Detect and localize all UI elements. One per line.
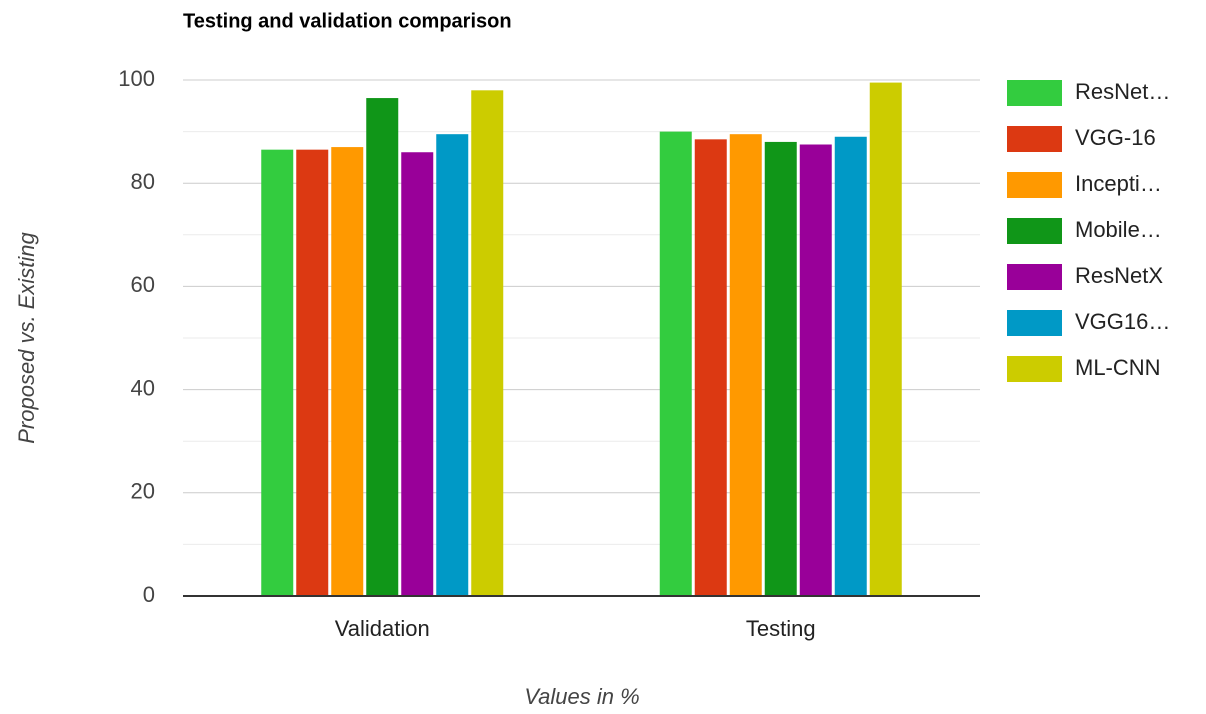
- legend-label: VGG-16: [1075, 125, 1156, 150]
- x-tick-label: Testing: [746, 616, 816, 641]
- legend-label: ResNetX: [1075, 263, 1163, 288]
- y-tick-label: 0: [143, 582, 155, 607]
- y-tick-label: 20: [131, 479, 155, 504]
- bar: [436, 134, 469, 596]
- x-axis-label: Values in %: [524, 684, 639, 709]
- legend-swatch: [1007, 80, 1062, 106]
- y-tick-label: 80: [131, 169, 155, 194]
- bar: [694, 139, 727, 596]
- y-tick-label: 100: [118, 66, 155, 91]
- bar: [799, 144, 832, 596]
- legend-swatch: [1007, 172, 1062, 198]
- bar: [729, 134, 762, 596]
- y-tick-label: 60: [131, 272, 155, 297]
- y-axis-label: Proposed vs. Existing: [14, 231, 39, 443]
- bar: [471, 90, 504, 596]
- legend-label: VGG16…: [1075, 309, 1170, 334]
- legend-label: Incepti…: [1075, 171, 1162, 196]
- bar: [366, 98, 399, 596]
- legend-label: ResNet…: [1075, 79, 1170, 104]
- legend-swatch: [1007, 356, 1062, 382]
- bar: [401, 152, 434, 597]
- legend-label: ML-CNN: [1075, 355, 1161, 380]
- y-tick-label: 40: [131, 375, 155, 400]
- legend-swatch: [1007, 310, 1062, 336]
- bar: [764, 141, 797, 597]
- chart-title: Testing and validation comparison: [183, 10, 512, 32]
- bar: [261, 149, 294, 596]
- bar: [296, 149, 329, 596]
- bar: [869, 82, 902, 596]
- legend-swatch: [1007, 126, 1062, 152]
- bar: [834, 136, 867, 596]
- x-tick-label: Validation: [335, 616, 430, 641]
- bar: [331, 147, 364, 596]
- bar: [659, 131, 692, 596]
- legend-swatch: [1007, 264, 1062, 290]
- legend-swatch: [1007, 218, 1062, 244]
- legend-label: Mobile…: [1075, 217, 1162, 242]
